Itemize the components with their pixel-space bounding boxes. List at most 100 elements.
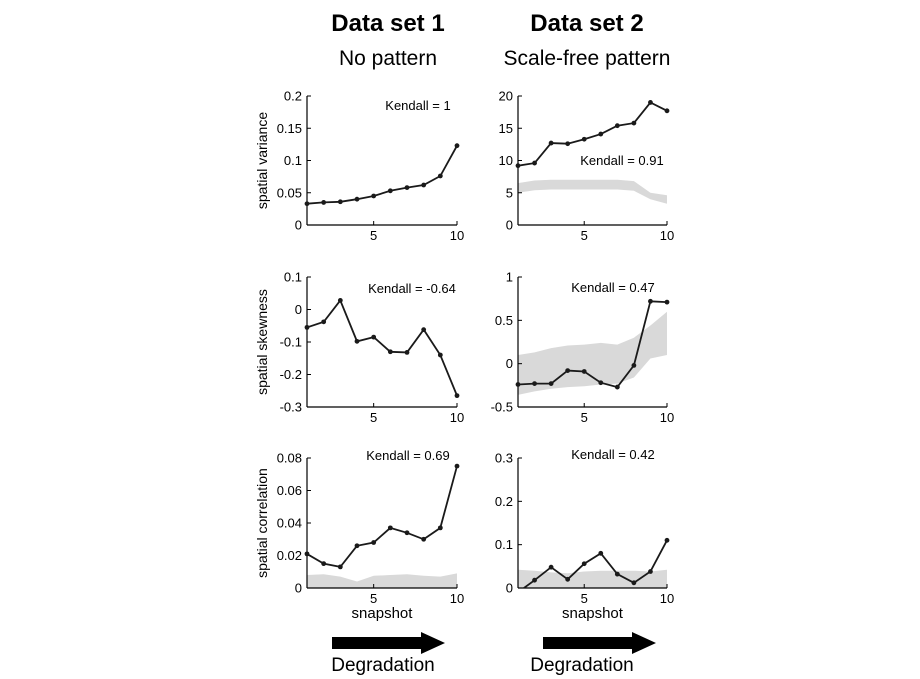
y-tick-label: 0 xyxy=(295,302,302,317)
data-point xyxy=(371,334,377,340)
y-tick-label: -0.3 xyxy=(280,400,302,415)
data-point xyxy=(421,536,427,542)
y-tick-label: 0.05 xyxy=(277,185,302,200)
y-tick-label: 5 xyxy=(506,185,513,200)
y-tick-label: 10 xyxy=(499,153,513,168)
x-axis-label: snapshot xyxy=(352,605,414,622)
data-point xyxy=(598,131,604,137)
x-tick-label: 5 xyxy=(370,591,377,606)
column-title-2: Data set 2 xyxy=(530,10,643,37)
data-point xyxy=(404,185,410,190)
data-point xyxy=(565,368,571,373)
panel-r3-c2: 0 0.1 0.2 0.3 5 10 Kendall = 0.42 snapshot xyxy=(495,447,674,622)
x-tick-label: 5 xyxy=(581,410,588,425)
data-point xyxy=(337,298,343,303)
data-point xyxy=(437,173,443,179)
panel-r2-c1: -0.3 -0.2 -0.1 0 0.1 5 10 Kendall = -0.64 spatia… xyxy=(254,270,464,426)
data-point xyxy=(337,564,343,570)
data-point xyxy=(648,569,653,574)
data-point xyxy=(371,540,377,545)
series-line xyxy=(522,539,667,588)
degradation-arrow-icon xyxy=(332,632,445,654)
data-point xyxy=(304,201,310,207)
data-point xyxy=(404,350,410,355)
data-point xyxy=(404,530,410,536)
data-point xyxy=(631,580,637,586)
data-point xyxy=(321,319,327,325)
y-tick-label: 0 xyxy=(506,581,513,596)
data-point xyxy=(598,550,604,556)
series-line xyxy=(307,145,457,205)
data-point xyxy=(387,188,393,194)
data-point xyxy=(437,525,443,531)
confidence-band xyxy=(518,311,667,395)
kendall-annotation: Kendall = 0.47 xyxy=(571,280,654,295)
data-point xyxy=(421,182,427,188)
data-point xyxy=(565,141,571,147)
data-point xyxy=(664,537,670,543)
data-point xyxy=(614,123,620,129)
panel-r3-c1: 0 0.02 0.04 0.06 0.08 5 10 Kendall = 0.69 spatia… xyxy=(254,448,464,622)
data-point xyxy=(387,525,393,531)
data-point xyxy=(337,199,343,205)
data-point xyxy=(354,196,360,202)
y-tick-label: 0.1 xyxy=(495,537,513,552)
x-tick-label: 5 xyxy=(581,228,588,243)
confidence-band xyxy=(307,573,457,588)
data-point xyxy=(631,120,637,126)
y-axis-label: spatial skewness xyxy=(254,289,270,395)
y-tick-label: 0.3 xyxy=(495,451,513,466)
data-point xyxy=(515,163,521,169)
y-tick-label: 0.04 xyxy=(277,516,302,531)
data-point xyxy=(321,561,327,567)
data-point xyxy=(565,576,571,582)
data-point xyxy=(581,369,587,374)
y-tick-label: 0.1 xyxy=(284,270,302,285)
data-point xyxy=(371,193,377,199)
series-line xyxy=(518,300,667,389)
y-tick-label: 0 xyxy=(295,218,302,233)
data-point xyxy=(532,577,537,583)
y-tick-label: 0.15 xyxy=(277,121,302,136)
data-point xyxy=(664,108,670,114)
kendall-annotation: Kendall = 0.91 xyxy=(580,153,663,168)
x-tick-label: 10 xyxy=(450,591,464,606)
degradation-arrow-icon xyxy=(543,632,656,654)
x-axis-label: snapshot xyxy=(562,605,624,622)
series-line xyxy=(307,465,457,568)
x-tick-label: 5 xyxy=(370,410,377,425)
data-point xyxy=(664,299,670,305)
data-point xyxy=(304,551,310,557)
data-point xyxy=(614,571,620,577)
data-point xyxy=(581,136,587,142)
y-tick-label: 0 xyxy=(506,356,513,371)
panel-r2-c2: -0.5 0 0.5 1 5 10 Kendall = 0.47 xyxy=(491,270,675,426)
y-tick-label: 0 xyxy=(506,218,513,233)
data-point xyxy=(598,380,604,386)
y-tick-label: 0.06 xyxy=(277,483,302,498)
x-tick-label: 10 xyxy=(660,591,674,606)
data-point xyxy=(421,327,427,333)
data-point xyxy=(437,352,443,358)
y-tick-label: 0.1 xyxy=(284,153,302,168)
y-axis-label: spatial correlation xyxy=(254,468,270,578)
panel-r1-c2: 0 5 10 15 20 5 10 Kendall = 0.91 xyxy=(499,89,675,244)
y-tick-label: -0.1 xyxy=(280,335,302,350)
y-tick-label: 15 xyxy=(499,121,513,136)
x-tick-label: 10 xyxy=(450,228,464,243)
series-line xyxy=(518,101,667,167)
data-point xyxy=(354,543,360,549)
y-tick-label: -0.5 xyxy=(491,400,513,415)
data-point xyxy=(454,393,460,399)
x-tick-label: 5 xyxy=(581,591,588,606)
x-tick-label: 5 xyxy=(370,228,377,243)
data-point xyxy=(532,381,537,386)
data-point xyxy=(581,561,587,567)
y-axis-label: spatial variance xyxy=(254,112,270,209)
column-subtitle-2: Scale-free pattern xyxy=(504,47,671,70)
y-tick-label: 0.2 xyxy=(284,89,302,104)
data-point xyxy=(515,382,521,387)
data-point xyxy=(454,463,460,469)
data-point xyxy=(548,564,554,570)
